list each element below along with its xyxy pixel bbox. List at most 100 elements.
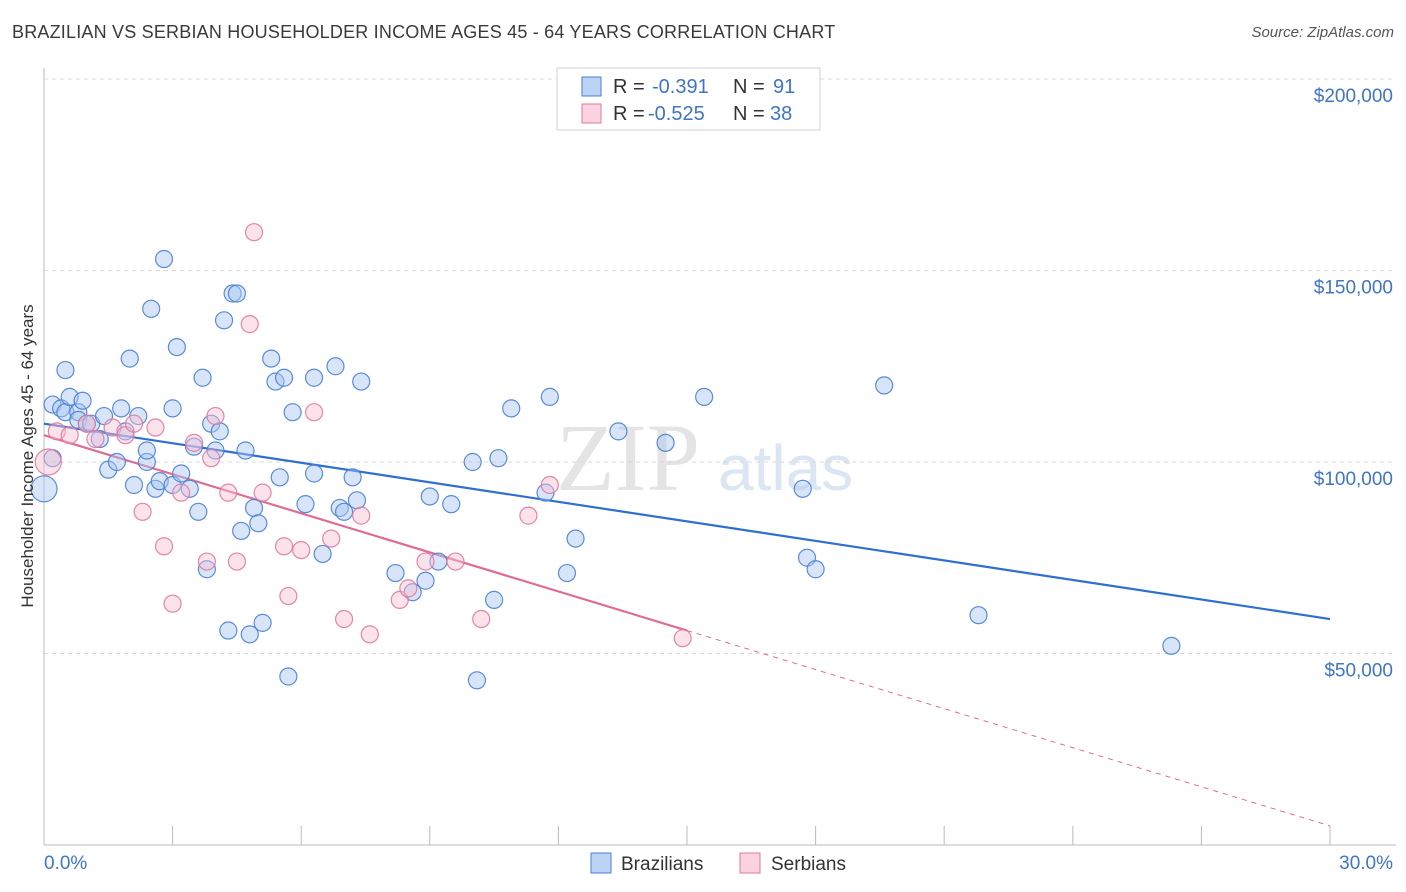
point-brazilians bbox=[214, 311, 234, 330]
point-serbians bbox=[86, 429, 105, 449]
point-brazilians bbox=[806, 560, 825, 579]
point-brazilians bbox=[326, 357, 345, 376]
point-serbians bbox=[446, 552, 465, 571]
point-serbians bbox=[124, 414, 144, 433]
point-serbians bbox=[334, 609, 354, 629]
point-serbians bbox=[240, 315, 259, 334]
x-tick-label: 30.0% bbox=[1339, 853, 1393, 874]
point-brazilians bbox=[557, 563, 577, 583]
legend-r-value: -0.391 bbox=[652, 76, 709, 98]
point-brazilians bbox=[56, 360, 75, 380]
point-serbians bbox=[163, 594, 182, 613]
point-serbians bbox=[472, 609, 491, 629]
point-serbians bbox=[322, 529, 341, 548]
point-serbians bbox=[292, 540, 311, 560]
bottom-legend-swatch-serbians bbox=[739, 852, 761, 874]
point-brazilians bbox=[347, 491, 367, 510]
bottom-legend-serbians: Serbians bbox=[771, 854, 846, 875]
point-brazilians bbox=[167, 338, 186, 357]
legend-n-value: 38 bbox=[770, 103, 792, 125]
point-brazilians bbox=[180, 479, 199, 498]
point-brazilians bbox=[875, 376, 894, 395]
point-brazilians bbox=[279, 667, 298, 686]
point-brazilians bbox=[137, 441, 156, 460]
point-brazilians bbox=[73, 391, 92, 410]
legend-r-label: R = bbox=[613, 76, 645, 98]
point-brazilians bbox=[386, 563, 405, 583]
point-brazilians bbox=[270, 468, 289, 487]
point-brazilians bbox=[142, 299, 161, 318]
point-brazilians bbox=[163, 399, 182, 418]
point-brazilians bbox=[223, 284, 242, 303]
point-brazilians bbox=[236, 441, 255, 460]
point-brazilians bbox=[695, 387, 714, 406]
point-brazilians bbox=[274, 368, 294, 387]
y-tick-label: $150,000 bbox=[1314, 278, 1393, 299]
legend-box: R = -0.391 N = 91 R = -0.525 N = 38 bbox=[556, 67, 821, 131]
point-brazilians bbox=[184, 437, 204, 456]
watermark-zip: ZIP bbox=[556, 404, 700, 511]
trend-lines bbox=[43, 422, 1331, 827]
x-tick-label: 0.0% bbox=[44, 853, 87, 874]
point-serbians bbox=[219, 483, 238, 502]
point-brazilians bbox=[540, 387, 559, 406]
point-serbians bbox=[399, 579, 418, 598]
point-brazilians bbox=[244, 498, 264, 518]
point-brazilians bbox=[304, 464, 324, 483]
point-brazilians bbox=[227, 284, 246, 303]
y-tick-label: $200,000 bbox=[1314, 86, 1393, 107]
y-tick-labels: $50,000 $100,000 $150,000 $200,000 bbox=[1314, 86, 1393, 682]
point-brazilians bbox=[112, 399, 131, 418]
data-points bbox=[30, 223, 1181, 690]
point-brazilians bbox=[219, 621, 238, 640]
point-brazilians bbox=[249, 514, 268, 533]
legend-n-label: N = bbox=[733, 103, 765, 125]
point-brazilians bbox=[107, 452, 126, 472]
legend-n-value: 91 bbox=[773, 76, 795, 98]
point-brazilians bbox=[193, 368, 212, 387]
trend-line-serbians-extension bbox=[686, 630, 1331, 827]
point-brazilians bbox=[489, 449, 508, 468]
point-serbians bbox=[77, 414, 96, 433]
point-serbians bbox=[197, 552, 216, 571]
legend-swatch-brazilians bbox=[581, 76, 602, 97]
point-brazilians bbox=[124, 475, 144, 495]
trend-line-serbians bbox=[43, 434, 688, 632]
point-brazilians bbox=[253, 613, 272, 632]
point-serbians bbox=[133, 502, 152, 521]
point-serbians bbox=[279, 586, 298, 606]
point-serbians bbox=[673, 629, 692, 648]
point-serbians bbox=[416, 552, 435, 571]
watermark-atlas: atlas bbox=[718, 432, 853, 504]
point-brazilians bbox=[283, 403, 302, 422]
source-credit: Source: ZipAtlas.com bbox=[1251, 24, 1394, 41]
point-brazilians bbox=[240, 625, 259, 644]
point-serbians bbox=[227, 552, 246, 571]
point-brazilians bbox=[463, 452, 482, 472]
gridlines bbox=[44, 78, 1396, 654]
point-brazilians bbox=[793, 479, 812, 498]
point-brazilians bbox=[485, 590, 504, 609]
point-brazilians bbox=[296, 495, 315, 514]
y-tick-label: $50,000 bbox=[1324, 661, 1393, 682]
point-brazilians bbox=[172, 464, 191, 483]
point-brazilians bbox=[467, 671, 487, 690]
point-brazilians bbox=[656, 433, 675, 452]
legend-n-label: N = bbox=[733, 76, 765, 98]
bottom-legend-swatch-brazilians bbox=[590, 852, 612, 874]
point-brazilians bbox=[442, 495, 461, 514]
point-serbians bbox=[172, 483, 191, 502]
trend-line-brazilians bbox=[43, 422, 1331, 621]
point-brazilians bbox=[343, 468, 362, 487]
legend-r-value: -0.525 bbox=[648, 103, 705, 125]
point-brazilians bbox=[609, 422, 628, 441]
point-serbians bbox=[202, 449, 221, 468]
point-brazilians bbox=[232, 521, 251, 541]
point-brazilians bbox=[266, 372, 285, 391]
point-brazilians bbox=[502, 399, 521, 418]
watermark: ZIP atlas bbox=[556, 404, 853, 511]
point-brazilians bbox=[189, 502, 208, 521]
y-tick-label: $100,000 bbox=[1314, 469, 1393, 490]
legend-swatch-serbians bbox=[581, 103, 602, 124]
